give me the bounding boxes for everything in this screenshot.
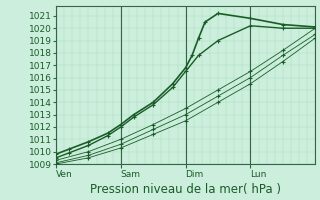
X-axis label: Pression niveau de la mer( hPa ): Pression niveau de la mer( hPa ) [90,183,281,196]
